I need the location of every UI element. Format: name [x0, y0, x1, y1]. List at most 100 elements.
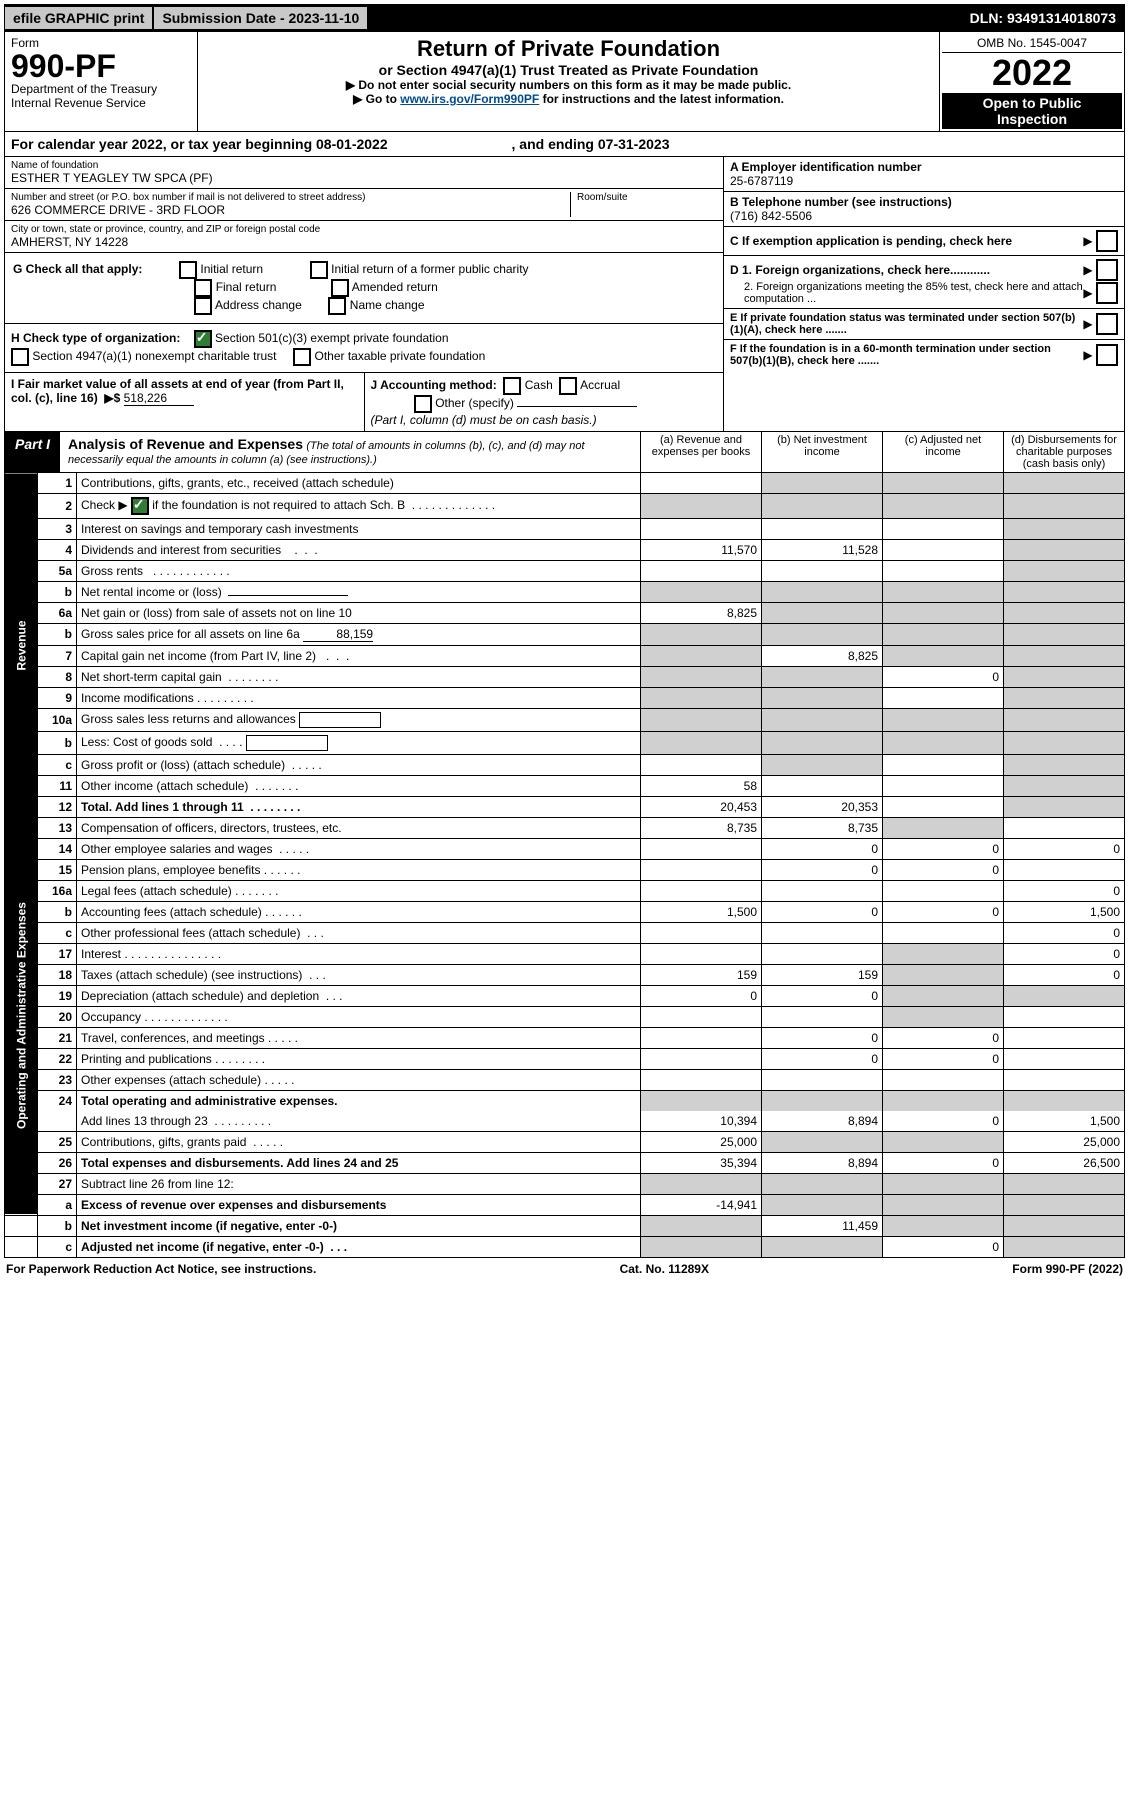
- dept-treasury: Department of the Treasury: [11, 82, 191, 96]
- omb-number: OMB No. 1545-0047: [942, 34, 1122, 53]
- l16b-a: 1,500: [641, 901, 762, 922]
- j-cash: Cash: [525, 378, 553, 392]
- line-27b: Net investment income (if negative, ente…: [77, 1215, 641, 1236]
- accrual-checkbox[interactable]: [559, 377, 577, 395]
- form-title: Return of Private Foundation: [202, 36, 935, 62]
- j-label: J Accounting method:: [371, 378, 497, 392]
- h-label: H Check type of organization:: [11, 331, 180, 345]
- ein-value: 25-6787119: [730, 174, 1118, 188]
- l8-c: 0: [883, 666, 1004, 687]
- line-25: Contributions, gifts, grants paid: [81, 1135, 246, 1149]
- l7-b: 8,825: [762, 645, 883, 666]
- line-27c: Adjusted net income (if negative, enter …: [81, 1240, 324, 1254]
- other-taxable-checkbox[interactable]: [293, 348, 311, 366]
- l26-d: 26,500: [1004, 1152, 1125, 1173]
- line-14: Other employee salaries and wages: [81, 842, 272, 856]
- amended-return-checkbox[interactable]: [331, 279, 349, 297]
- street-address: 626 COMMERCE DRIVE - 3RD FLOOR: [11, 203, 570, 217]
- footer-mid: Cat. No. 11289X: [620, 1262, 709, 1276]
- l22-c: 0: [883, 1048, 1004, 1069]
- initial-return-checkbox[interactable]: [179, 261, 197, 279]
- e-checkbox[interactable]: [1096, 313, 1118, 335]
- l13-b: 8,735: [762, 817, 883, 838]
- d1-label: D 1. Foreign organizations, check here..…: [730, 263, 1083, 277]
- line-17: Interest: [81, 947, 121, 961]
- line-10b: Less: Cost of goods sold: [81, 735, 212, 749]
- l12-b: 20,353: [762, 796, 883, 817]
- city-state-zip: AMHERST, NY 14228: [11, 235, 717, 249]
- efile-print-button[interactable]: efile GRAPHIC print: [5, 7, 154, 29]
- line-7: Capital gain net income (from Part IV, l…: [81, 649, 316, 663]
- final-return-checkbox[interactable]: [194, 279, 212, 297]
- initial-former-checkbox[interactable]: [310, 261, 328, 279]
- g-opt2: Final return: [216, 280, 277, 294]
- line-23: Other expenses (attach schedule): [81, 1073, 261, 1087]
- d2-checkbox[interactable]: [1096, 282, 1118, 304]
- line-27: Subtract line 26 from line 12:: [77, 1173, 641, 1194]
- expenses-tab: Operating and Administrative Expenses: [5, 817, 38, 1215]
- form-url-link[interactable]: www.irs.gov/Form990PF: [400, 92, 539, 106]
- c-checkbox[interactable]: [1096, 230, 1118, 252]
- form-subtitle: or Section 4947(a)(1) Trust Treated as P…: [202, 62, 935, 78]
- d2-label: 2. Foreign organizations meeting the 85%…: [744, 281, 1083, 305]
- l27a-a: -14,941: [641, 1194, 762, 1215]
- l25-d: 25,000: [1004, 1131, 1125, 1152]
- phone-label: B Telephone number (see instructions): [730, 195, 1118, 209]
- dept-irs: Internal Revenue Service: [11, 96, 191, 110]
- line-8: Net short-term capital gain: [81, 670, 222, 684]
- l21-c: 0: [883, 1027, 1004, 1048]
- name-label: Name of foundation: [11, 160, 717, 171]
- c-label: C If exemption application is pending, c…: [730, 234, 1083, 248]
- part1-table: Revenue 1 Contributions, gifts, grants, …: [4, 473, 1125, 1258]
- name-change-checkbox[interactable]: [328, 297, 346, 315]
- d1-checkbox[interactable]: [1096, 259, 1118, 281]
- form-header: Form 990-PF Department of the Treasury I…: [4, 32, 1125, 132]
- line-6b-pre: Gross sales price for all assets on line…: [81, 627, 303, 641]
- addr-label: Number and street (or P.O. box number if…: [11, 192, 570, 203]
- l14-d: 0: [1004, 838, 1125, 859]
- room-label: Room/suite: [577, 192, 717, 203]
- open-public-2: Inspection: [944, 111, 1120, 127]
- f-checkbox[interactable]: [1096, 344, 1118, 366]
- 4947a1-checkbox[interactable]: [11, 348, 29, 366]
- other-method-checkbox[interactable]: [414, 395, 432, 413]
- cash-checkbox[interactable]: [503, 377, 521, 395]
- part1-label: Part I: [5, 432, 60, 472]
- col-b-head: (b) Net investment income: [761, 432, 882, 472]
- g-opt4: Initial return of a former public charit…: [331, 262, 528, 276]
- footer-left: For Paperwork Reduction Act Notice, see …: [6, 1262, 316, 1276]
- line-6a: Net gain or (loss) from sale of assets n…: [77, 602, 641, 623]
- l11-a: 58: [641, 775, 762, 796]
- l26-c: 0: [883, 1152, 1004, 1173]
- tax-year: 2022: [942, 53, 1122, 93]
- ein-label: A Employer identification number: [730, 160, 1118, 174]
- line-26: Total expenses and disbursements. Add li…: [77, 1152, 641, 1173]
- footer-right: Form 990-PF (2022): [1012, 1262, 1123, 1276]
- revenue-tab: Revenue: [5, 473, 38, 818]
- cal-end: 07-31-2023: [598, 136, 670, 152]
- g-opt6: Name change: [350, 298, 425, 312]
- line-10a: Gross sales less returns and allowances: [81, 712, 296, 726]
- line-10c: Gross profit or (loss) (attach schedule): [81, 758, 285, 772]
- line-5a: Gross rents: [81, 564, 143, 578]
- l24-a: 10,394: [641, 1111, 762, 1132]
- l19-a: 0: [641, 985, 762, 1006]
- h-opt2: Section 4947(a)(1) nonexempt charitable …: [32, 349, 276, 363]
- schb-checkbox[interactable]: [131, 497, 149, 515]
- line-1: Contributions, gifts, grants, etc., rece…: [77, 473, 641, 494]
- l16b-b: 0: [762, 901, 883, 922]
- line-2-pre: Check ▶: [81, 498, 131, 512]
- l19-b: 0: [762, 985, 883, 1006]
- 501c3-checkbox[interactable]: [194, 330, 212, 348]
- i-arrow: ▶$: [104, 391, 120, 405]
- line-12: Total. Add lines 1 through 11: [81, 800, 244, 814]
- line-3: Interest on savings and temporary cash i…: [77, 518, 641, 539]
- line-2-post: if the foundation is not required to att…: [152, 498, 405, 512]
- l14-b: 0: [762, 838, 883, 859]
- l16c-d: 0: [1004, 922, 1125, 943]
- l24-c: 0: [883, 1111, 1004, 1132]
- l6a-a: 8,825: [641, 602, 762, 623]
- l24-b: 8,894: [762, 1111, 883, 1132]
- address-change-checkbox[interactable]: [194, 297, 212, 315]
- l14-c: 0: [883, 838, 1004, 859]
